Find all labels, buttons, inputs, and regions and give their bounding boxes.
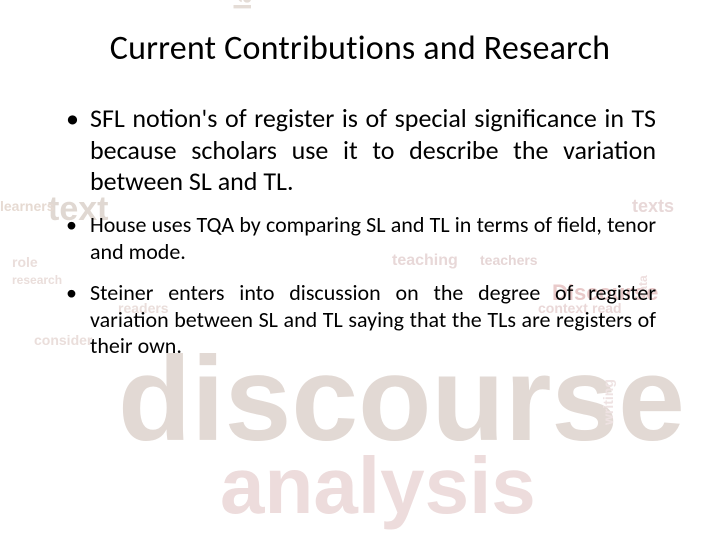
slide-title: Current Contributions and Research (64, 28, 656, 69)
slide-content: Current Contributions and Research SFL n… (0, 0, 720, 360)
bullet-item: Steiner enters into discussion on the de… (64, 280, 656, 360)
bg-word: analysis (220, 440, 536, 532)
bullet-item: House uses TQA by comparing SL and TL in… (64, 212, 656, 266)
bullet-list: SFL notion's of register is of special s… (64, 103, 656, 360)
bullet-item: SFL notion's of register is of special s… (64, 103, 656, 198)
bg-word: writing (600, 379, 616, 425)
